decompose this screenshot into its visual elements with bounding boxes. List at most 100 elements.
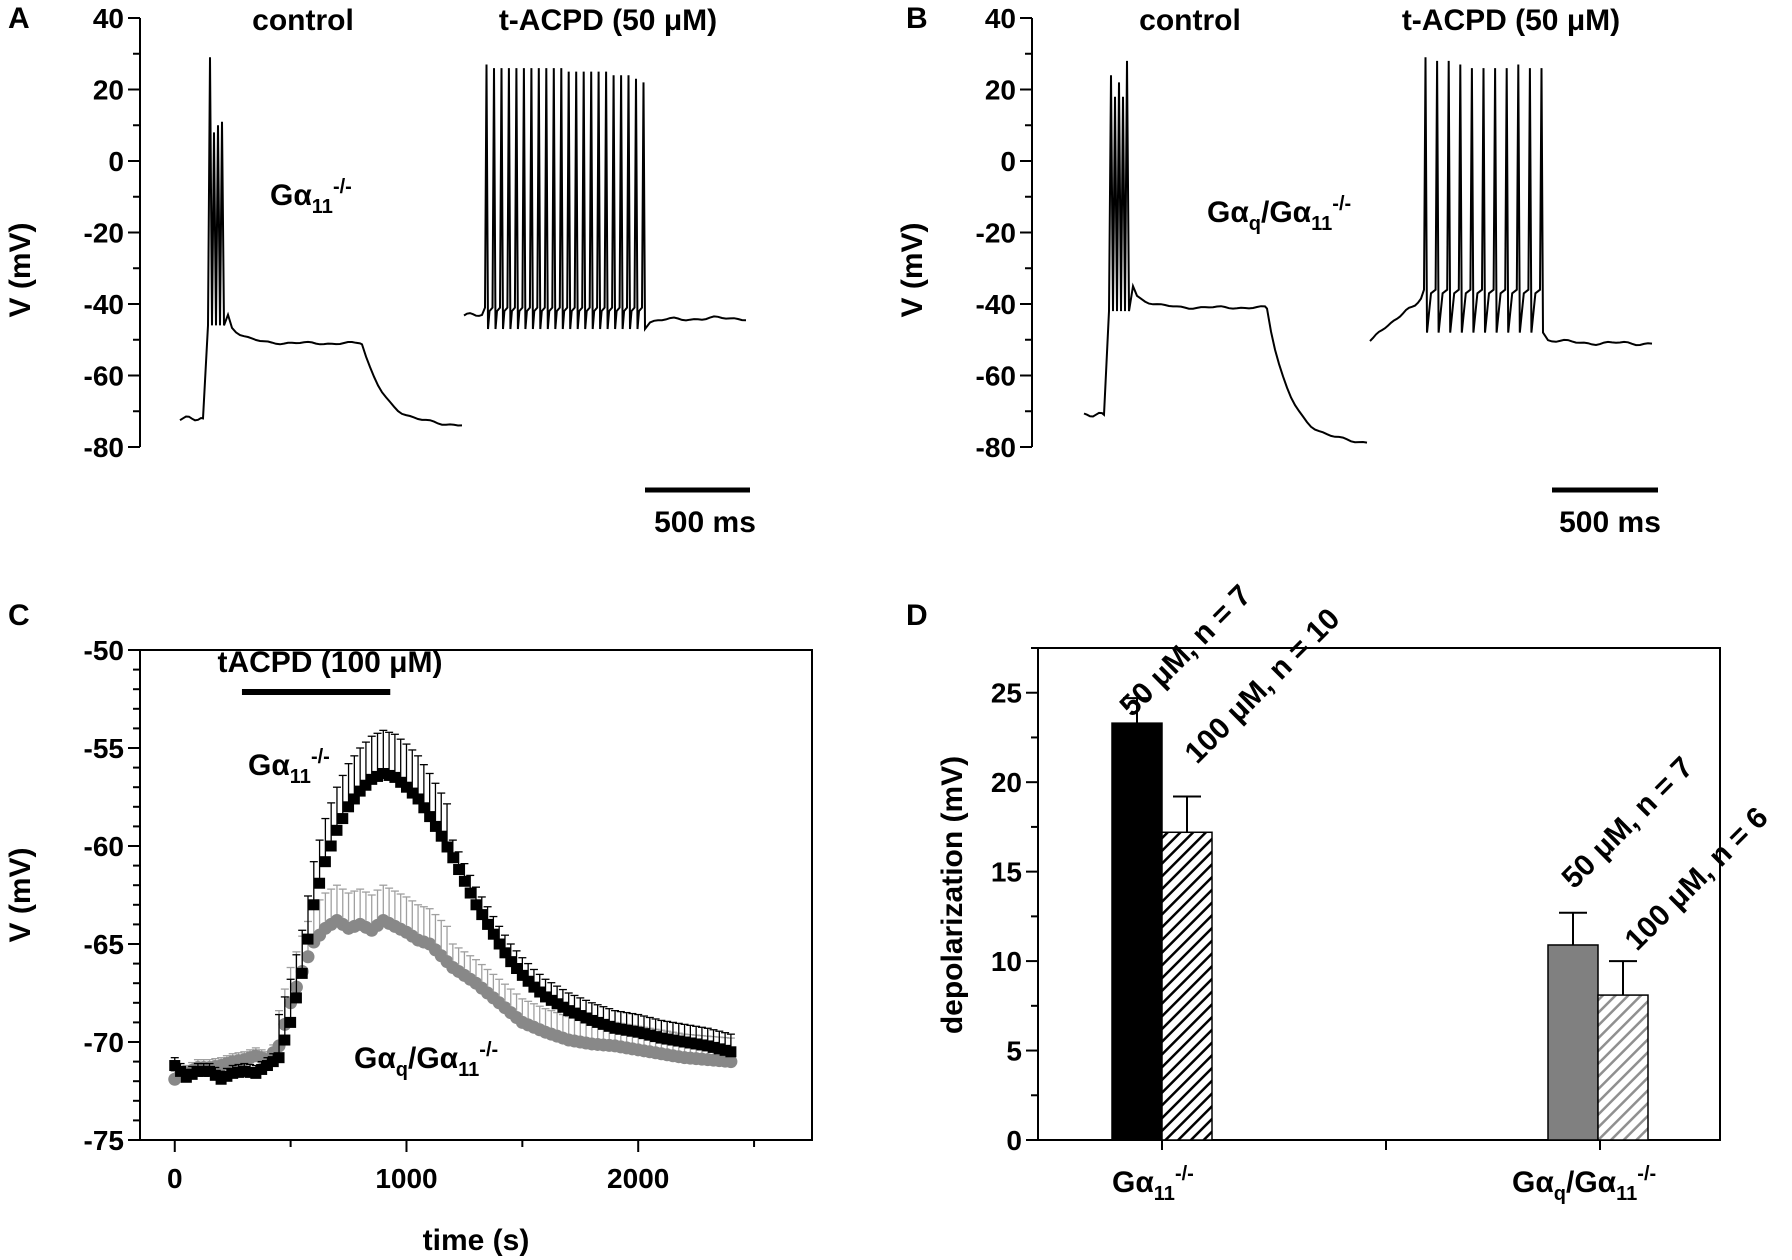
- panel-c-point-square: [563, 1005, 575, 1017]
- panel-a-genotype-label: Gα11-/-: [270, 176, 352, 218]
- panel-c-point-square: [180, 1071, 192, 1083]
- panel-c-point-square: [545, 994, 557, 1006]
- panel-c-point-square: [418, 802, 430, 814]
- panel-a-y-tick-label: -80: [84, 432, 124, 463]
- panel-a-tacpd-trace: [463, 64, 747, 332]
- panel-b-genotype-label: Gαq/Gα11-/-: [1207, 193, 1351, 235]
- panel-b-y-tick-label: 40: [985, 3, 1016, 34]
- panel-c-point-square: [719, 1044, 731, 1056]
- panel-a-y-tick-label: 40: [93, 3, 124, 34]
- panel-c-point-square: [609, 1022, 621, 1034]
- panel-c-point-square: [250, 1067, 262, 1079]
- panel-c-point-square: [238, 1065, 250, 1077]
- panel-c-point-square: [713, 1043, 725, 1055]
- panel-c-point-square: [337, 813, 349, 825]
- panel-c-ticks: -50 -55 -60 -65 -70 -75 0 1000 2000: [84, 635, 756, 1194]
- panel-a-y-tick-label: -40: [84, 289, 124, 320]
- panel-c-ylabel: V (mV): [4, 847, 37, 942]
- panel-c-point-square: [383, 769, 395, 781]
- panel-c-point-square: [400, 781, 412, 793]
- panel-c-point-square: [169, 1060, 181, 1072]
- panel-letter-c: C: [8, 599, 30, 632]
- panel-c-y-tick-label: -55: [84, 733, 124, 764]
- panel-c-point-square: [597, 1018, 609, 1030]
- panel-c-point-square: [592, 1016, 604, 1028]
- panel-c-point-square: [557, 1001, 569, 1013]
- panel-d-bar: [1111, 722, 1163, 1141]
- panel-b-y-tick-label: -20: [976, 218, 1016, 249]
- panel-c-point-square: [574, 1010, 586, 1022]
- panel-c-point-square: [696, 1039, 708, 1051]
- panel-c-point-square: [580, 1012, 592, 1024]
- panel-a-y-tick-label: -20: [84, 218, 124, 249]
- panel-c-point-square: [476, 909, 488, 921]
- panel-c-point-square: [551, 998, 563, 1010]
- panel-d-frame: [1037, 647, 1721, 1141]
- panel-letter-d: D: [906, 599, 928, 632]
- panel-letter-a: A: [8, 2, 30, 35]
- panel-c-point-square: [285, 1016, 297, 1028]
- panel-c-point-square: [667, 1034, 679, 1046]
- panel-d-y-tick-label: 5: [1006, 1036, 1022, 1067]
- panel-c-x-tick-label: 1000: [375, 1163, 437, 1194]
- panel-a-ylabel: V (mV): [4, 222, 37, 317]
- panel-d-bar: [1547, 944, 1599, 1141]
- panel-a-y-tick-label: -60: [84, 361, 124, 392]
- panel-c-point-square: [429, 820, 441, 832]
- panel-c-point-square: [204, 1065, 216, 1077]
- panel-c-point-square: [209, 1069, 221, 1081]
- panel-c-point-square: [441, 841, 453, 853]
- panel-c-point-square: [435, 830, 447, 842]
- panel-c-point-square: [215, 1073, 227, 1085]
- panel-c-series2-label: Gαq/Gα11-/-: [354, 1039, 498, 1081]
- panel-b-y-axis: 40 20 0 -20 -40 -60 -80: [976, 3, 1033, 463]
- panel-c-point-square: [702, 1040, 714, 1052]
- panel-c-point-square: [487, 928, 499, 940]
- panel-c-point-square: [505, 956, 517, 968]
- panel-c-point-square: [568, 1007, 580, 1019]
- panel-b-control-trace: [1083, 60, 1368, 444]
- panel-c-point-square: [690, 1038, 702, 1050]
- panel-b-y-tick-label: -60: [976, 361, 1016, 392]
- panel-b-tacpd-title: t-ACPD (50 μM): [1402, 4, 1620, 37]
- panel-c-point-square: [175, 1065, 187, 1077]
- panel-a-y-tick-label: 0: [108, 146, 124, 177]
- panel-a: 40 20 0 -20 -40 -60 -80 V (mV) control t-ACPD …: [4, 3, 756, 539]
- panel-c-point-square: [267, 1056, 279, 1068]
- panel-c-point-square: [273, 1052, 285, 1064]
- panel-c-point-square: [244, 1066, 256, 1078]
- panel-c-point-square: [372, 770, 384, 782]
- panel-a-y-tick-label: 20: [93, 75, 124, 106]
- panel-c-series: [168, 729, 738, 1086]
- panel-c-point-square: [586, 1014, 598, 1026]
- panel-c-point-square: [661, 1033, 673, 1045]
- panel-letter-b: B: [906, 2, 928, 35]
- panel-d-bar: [1161, 831, 1213, 1141]
- panel-c-point-square: [348, 793, 360, 805]
- panel-c-point-square: [708, 1041, 720, 1053]
- panel-c-x-tick-label: 0: [167, 1163, 183, 1194]
- panel-c-point-square: [626, 1025, 638, 1037]
- panel-d-y-tick-label: 15: [991, 857, 1022, 888]
- panel-c-point-square: [406, 787, 418, 799]
- panel-c: -50 -55 -60 -65 -70 -75 0 1000 2000 V (mV) time …: [4, 635, 813, 1257]
- panel-b-y-tick-label: 0: [1000, 146, 1016, 177]
- panel-c-point-square: [638, 1028, 650, 1040]
- panel-c-point-square: [458, 875, 470, 887]
- panel-c-point-square: [725, 1046, 737, 1058]
- panel-c-point-square: [232, 1066, 244, 1078]
- panel-c-point-square: [360, 779, 372, 791]
- panel-c-point-square: [296, 967, 308, 979]
- panel-c-point-square: [679, 1036, 691, 1048]
- panel-c-point-square: [325, 840, 337, 852]
- panel-c-point-square: [650, 1031, 662, 1043]
- panel-c-series1-label: Gα11-/-: [248, 746, 330, 788]
- panel-c-point-square: [534, 986, 546, 998]
- panel-b: 40 20 0 -20 -40 -60 -80 V (mV) control t-ACPD …: [896, 3, 1661, 539]
- panel-d-ylabel: depolarization (mV): [936, 756, 969, 1034]
- panel-a-tacpd-title: t-ACPD (50 μM): [499, 4, 717, 37]
- panel-c-point-square: [482, 918, 494, 930]
- panel-c-point-square: [499, 947, 511, 959]
